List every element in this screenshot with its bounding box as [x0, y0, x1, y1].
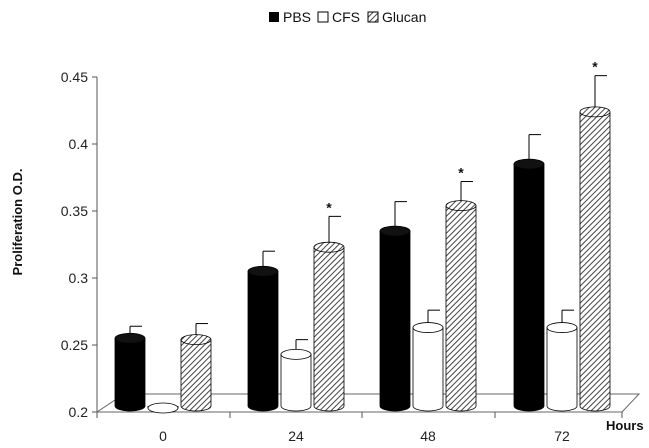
bar-top-pbs — [247, 265, 279, 277]
bar-top-glucan — [313, 241, 345, 253]
bar-cfs — [280, 353, 312, 412]
legend-label-cfs: CFS — [332, 9, 360, 25]
y-axis-title: Proliferation O.D. — [10, 169, 25, 276]
y-tick-label: 0.35 — [61, 203, 88, 219]
legend: PBS CFS Glucan — [269, 9, 426, 25]
bar-cfs — [546, 327, 578, 412]
legend-label-pbs: PBS — [283, 9, 311, 25]
x-axis-title: Hours — [606, 418, 644, 433]
legend-label-glucan: Glucan — [382, 9, 426, 25]
y-tick-label: 0.25 — [61, 337, 88, 353]
bar-top-cfs — [280, 348, 312, 360]
legend-swatch-cfs — [317, 11, 329, 23]
y-tick-label: 0.45 — [61, 69, 88, 85]
bar-top-cfs — [546, 322, 578, 333]
legend-swatch-glucan — [367, 11, 379, 23]
bar-pbs — [513, 163, 545, 412]
bar-top-glucan — [180, 334, 212, 346]
bar-cfs — [412, 327, 444, 412]
bar-top-glucan — [579, 106, 611, 118]
bar-top-glucan — [445, 200, 477, 212]
y-tick-label: 0.4 — [69, 136, 89, 152]
x-tick-label: 48 — [420, 428, 436, 444]
x-tick-label: 24 — [288, 428, 304, 444]
bar-glucan — [180, 339, 212, 412]
legend-swatch-pbs — [269, 12, 279, 22]
x-tick-label: 72 — [554, 428, 570, 444]
y-tick-label: 0.3 — [69, 270, 89, 286]
bar-glucan — [445, 205, 477, 412]
bar-top-pbs — [114, 332, 146, 344]
bar-top-cfs — [147, 402, 179, 414]
significance-marker: * — [326, 199, 332, 215]
bar-glucan — [313, 246, 345, 412]
bar-top-pbs — [379, 225, 411, 237]
plot-area: 0.2 0.25 0.3 0.35 0.4 0.45 0 24 48 72 * * * — [61, 59, 641, 444]
bar-glucan — [579, 111, 611, 412]
significance-marker: * — [592, 59, 598, 75]
x-tick-label: 0 — [159, 428, 167, 444]
bar-pbs — [247, 270, 279, 412]
bar-pbs — [114, 337, 146, 412]
bar-top-cfs — [412, 322, 444, 333]
y-tick-label: 0.2 — [69, 404, 89, 420]
significance-marker: * — [458, 165, 464, 181]
bar-pbs — [379, 230, 411, 412]
bar-top-pbs — [513, 158, 545, 170]
